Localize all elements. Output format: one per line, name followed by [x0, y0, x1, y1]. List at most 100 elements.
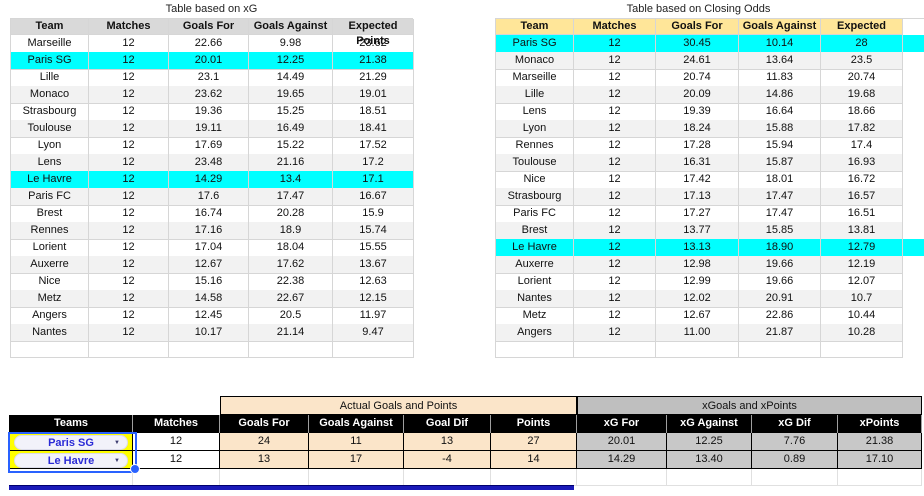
expected-points-cell: 17.52	[333, 137, 414, 155]
matches-cell: 12	[574, 324, 656, 342]
table-row: Lens 12 19.39 16.64 18.66	[495, 103, 924, 121]
goals-for-cell: 12.02	[656, 290, 739, 308]
empty-cell	[577, 469, 667, 486]
row-spacer	[903, 307, 924, 324]
team-cell: Lyon	[11, 137, 89, 155]
fill-handle[interactable]	[130, 464, 140, 474]
expected-points-cell: 15.55	[333, 239, 414, 257]
team-dropdown-chip[interactable]: Paris SG ▼	[14, 435, 128, 450]
expected-points-cell: 18.51	[333, 103, 414, 121]
matches-cell: 12	[89, 256, 169, 274]
row-spacer	[903, 205, 924, 222]
goals-against-cell: 19.66	[739, 256, 821, 274]
matches-cell: 12	[89, 120, 169, 138]
table-row: Toulouse 12 16.31 15.87 16.93	[495, 154, 924, 172]
expected-points-cell: 19.01	[333, 86, 414, 104]
team-cell: Nantes	[11, 324, 89, 342]
team-dropdown-cell[interactable]: Paris SG ▼	[9, 433, 133, 451]
expected-points-cell: 18.41	[333, 120, 414, 138]
team-cell: Auxerre	[11, 256, 89, 274]
row-spacer	[903, 324, 924, 341]
matches-cell: 12	[89, 86, 169, 104]
empty-cell	[89, 341, 169, 358]
goals-against-cell: 11	[309, 433, 404, 451]
column-header: Team	[11, 19, 89, 35]
goals-against-cell: 18.90	[739, 239, 821, 257]
team-dropdown-chip[interactable]: Le Havre ▼	[14, 453, 128, 468]
goals-for-cell: 14.58	[169, 290, 249, 308]
goals-against-cell: 12.25	[249, 52, 333, 70]
row-spacer	[903, 120, 924, 137]
goals-for-cell: 17.28	[656, 137, 739, 155]
dropdown-arrow-icon[interactable]: ▼	[114, 439, 120, 446]
empty-cell	[404, 469, 491, 486]
team-cell: Marseille	[11, 35, 89, 53]
table-row: Rennes 12 17.16 18.9 15.74	[10, 222, 414, 240]
xg-header-row: Team Matches Goals For Goals Against Exp…	[10, 18, 414, 47]
row-spacer	[903, 239, 924, 256]
goals-for-cell: 20.74	[656, 69, 739, 87]
expected-points-cell: 13.81	[821, 222, 903, 240]
goals-for-cell: 10.17	[169, 324, 249, 342]
goals-against-cell: 9.98	[249, 35, 333, 53]
goals-against-cell: 15.25	[249, 103, 333, 121]
column-header: Goals Against	[309, 415, 404, 433]
expected-points-cell: 16.67	[333, 188, 414, 206]
row-spacer	[903, 188, 924, 205]
team-cell: Marseille	[496, 69, 574, 87]
matches-cell: 12	[89, 188, 169, 206]
goals-against-cell: 16.64	[739, 103, 821, 121]
row-spacer	[903, 273, 924, 290]
table-row: Auxerre 12 12.98 19.66 12.19	[495, 256, 924, 274]
goals-against-cell: 20.28	[249, 205, 333, 223]
column-header: Expected Points	[821, 19, 903, 47]
expected-points-cell: 16.51	[821, 205, 903, 223]
empty-cell	[9, 469, 133, 486]
goals-against-cell: 13.4	[249, 171, 333, 189]
goals-for-cell: 18.24	[656, 120, 739, 138]
goals-against-cell: 17.62	[249, 256, 333, 274]
table-row: Monaco 12 24.61 13.64 23.5	[495, 52, 924, 70]
goals-for-cell: 12.98	[656, 256, 739, 274]
goals-for-cell: 24.61	[656, 52, 739, 70]
table-row: Nice 12 17.42 18.01 16.72	[495, 171, 924, 189]
team-cell: Paris SG	[496, 35, 574, 53]
table-row: Lille 12 23.1 14.49 21.29	[10, 69, 414, 87]
column-header: Goals Against	[249, 19, 333, 35]
team-cell: Lyon	[496, 120, 574, 138]
table-row: Nantes 12 12.02 20.91 10.7	[495, 290, 924, 308]
goals-against-cell: 18.9	[249, 222, 333, 240]
goals-against-cell: 15.94	[739, 137, 821, 155]
matches-cell: 12	[89, 324, 169, 342]
matches-cell: 12	[574, 69, 656, 87]
xg-table-title: Table based on xG	[165, 3, 258, 15]
matches-cell: 12	[89, 239, 169, 257]
goals-against-cell: 21.87	[739, 324, 821, 342]
column-header: Points	[491, 415, 577, 433]
team-cell: Le Havre	[496, 239, 574, 257]
matches-cell: 12	[574, 273, 656, 291]
column-header: xG For	[577, 415, 667, 433]
team-dropdown-cell[interactable]: Le Havre ▼	[9, 451, 133, 469]
goals-for-cell: 14.29	[169, 171, 249, 189]
goals-against-cell: 20.91	[739, 290, 821, 308]
column-header: Goals For	[220, 415, 309, 433]
expected-points-cell: 10.44	[821, 307, 903, 325]
points-cell: 27	[491, 433, 577, 451]
dropdown-arrow-icon[interactable]: ▼	[114, 457, 120, 464]
empty-cell	[333, 341, 414, 358]
team-cell: Nantes	[496, 290, 574, 308]
table-row: Paris SG 12 30.45 10.14 28	[495, 35, 924, 53]
goals-for-cell: 17.04	[169, 239, 249, 257]
column-header: xG Dif	[752, 415, 838, 433]
expected-points-cell: 10.28	[821, 324, 903, 342]
column-header: Expected Points	[333, 19, 414, 47]
goals-against-cell: 11.83	[739, 69, 821, 87]
goals-against-cell: 22.38	[249, 273, 333, 291]
row-spacer	[903, 341, 924, 357]
column-header: Goals For	[169, 19, 249, 35]
team-cell: Paris SG	[11, 52, 89, 70]
expected-points-cell: 21.29	[333, 69, 414, 87]
row-spacer	[903, 52, 924, 69]
team-cell: Paris FC	[11, 188, 89, 206]
